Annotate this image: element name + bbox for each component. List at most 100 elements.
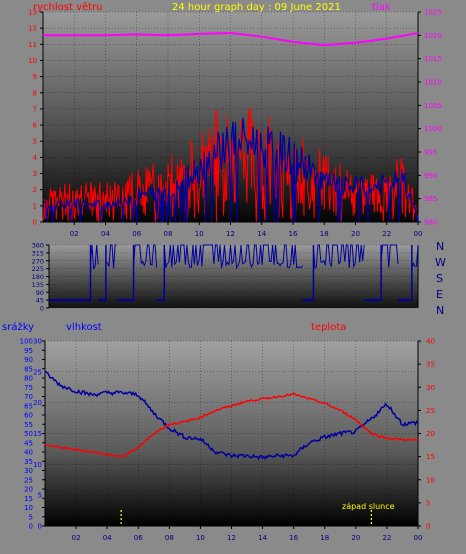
temperature-line (44, 392, 419, 458)
rain-y-tick-label: 35 (24, 458, 33, 466)
humidity-x-tick-label: 06 (134, 534, 143, 542)
wind-y-tick-label: 2 (33, 186, 37, 194)
humidity-y-tick-label: 10 (33, 461, 42, 469)
direction-y-tick-label: 270 (32, 257, 44, 265)
wind-x-tick-label: 12 (226, 230, 235, 238)
direction-line-segment (105, 244, 117, 269)
temperature-y-tick-label: 0 (426, 523, 430, 531)
rain-y-tick-label: 85 (24, 365, 33, 373)
pressure-line (43, 31, 419, 47)
rain-label: srážky (2, 321, 34, 333)
wind-x-tick-label: 02 (70, 230, 79, 238)
rain-y-tick-label: 70 (24, 393, 33, 401)
wind-y-tick-label: 4 (33, 154, 38, 162)
wind-y-tick-label: 10 (28, 57, 37, 65)
direction-letter-n-bottom: N (436, 304, 444, 317)
rain-y-tick-label: 10 (24, 504, 33, 512)
direction-line-segment (133, 244, 158, 268)
direction-letter-w: W (435, 256, 446, 269)
rain-y-tick-label: 5 (29, 513, 33, 521)
pressure-label: tlak (372, 2, 391, 13)
rain-y-tick-label: 30 (24, 467, 33, 475)
rain-y-tick-label: 50 (24, 430, 33, 438)
direction-letter-s: S (436, 272, 443, 285)
pressure-y-tick-label: 1000 (424, 125, 442, 133)
temperature-y-tick-label: 25 (426, 407, 435, 415)
wind-x-tick-label: 04 (101, 230, 110, 238)
rain-y-tick-label: 75 (24, 384, 33, 392)
pressure-y-tick-label: 985 (424, 195, 437, 203)
temperature-y-tick-label: 15 (426, 453, 435, 461)
humidity-x-tick-label: 10 (196, 534, 205, 542)
humidity-x-tick-label: 18 (320, 534, 329, 542)
rain-y-tick-label: 65 (24, 402, 33, 410)
wind-y-tick-label: 6 (33, 122, 38, 130)
humidity-y-tick-label: 5 (38, 492, 42, 500)
temperature-y-tick-label: 10 (426, 476, 435, 484)
humidity-x-tick-label: 08 (165, 534, 174, 542)
wind-average-line (42, 117, 419, 223)
wind-y-tick-label: 8 (33, 89, 37, 97)
wind-y-tick-label: 3 (33, 170, 37, 178)
humidity-y-tick-label: 20 (33, 399, 42, 407)
temperature-y-tick-label: 20 (426, 430, 435, 438)
rain-y-tick-label: 90 (24, 356, 33, 364)
pressure-y-tick-label: 1015 (424, 55, 442, 63)
humidity-x-tick-label: 14 (258, 534, 267, 542)
humidity-y-tick-label: 0 (38, 523, 42, 531)
direction-letter-n-top: N (436, 240, 444, 253)
direction-y-tick-label: 315 (32, 249, 44, 257)
wind-x-tick-label: 10 (195, 230, 204, 238)
direction-y-tick-label: 180 (32, 273, 44, 281)
wind-x-tick-label: 08 (164, 230, 173, 238)
wind-x-tick-label: 06 (132, 230, 141, 238)
wind-x-tick-label: 20 (351, 230, 360, 238)
sunset-label: západ slunce (342, 502, 395, 511)
wind-y-tick-label: 5 (33, 138, 37, 146)
direction-y-tick-label: 0 (40, 305, 44, 313)
direction-letter-e: E (436, 288, 443, 301)
humidity-x-tick-label: 04 (103, 534, 112, 542)
humidity-x-tick-label: 16 (289, 534, 298, 542)
wind-y-tick-label: 12 (28, 25, 37, 33)
rain-y-tick-label: 25 (24, 476, 33, 484)
pressure-y-tick-label: 1025 (424, 9, 442, 17)
direction-y-tick-label: 135 (32, 281, 44, 289)
direction-line-segment (90, 244, 99, 271)
wind-x-tick-label: 18 (320, 230, 329, 238)
temperature-y-tick-label: 40 (426, 338, 435, 346)
wind-gust-line (42, 107, 419, 222)
rain-y-tick-label: 40 (24, 449, 33, 457)
direction-y-tick-label: 90 (36, 289, 44, 297)
wind-x-tick-label: 16 (289, 230, 298, 238)
wind-y-tick-label: 0 (33, 219, 37, 227)
humidity-label: vlhkost (66, 322, 102, 333)
wind-x-tick-label: 22 (382, 230, 391, 238)
rain-y-tick-label: 95 (24, 347, 33, 355)
temperature-y-tick-label: 30 (426, 384, 435, 392)
humidity-temperature-chart: 0510152025303540455055606570758085909510… (20, 338, 435, 543)
rain-y-tick-label: 20 (24, 486, 33, 494)
wind-x-tick-label: 00 (414, 230, 423, 238)
humidity-x-tick-label: 22 (382, 534, 391, 542)
rain-y-tick-label: 100 (20, 338, 33, 346)
pressure-y-tick-label: 980 (424, 219, 437, 227)
pressure-y-tick-label: 995 (424, 149, 437, 157)
humidity-y-tick-label: 30 (33, 338, 42, 346)
direction-line-segment (312, 244, 365, 269)
pressure-y-tick-label: 1010 (424, 79, 442, 87)
temperature-y-tick-label: 35 (426, 361, 435, 369)
rain-y-tick-label: 0 (29, 523, 33, 531)
temperature-label: teplota (311, 322, 346, 333)
pressure-y-tick-label: 1005 (424, 102, 442, 110)
wind-speed-label: rychlost větru (33, 1, 103, 13)
humidity-y-tick-label: 15 (33, 430, 42, 438)
wind-y-tick-label: 13 (28, 9, 37, 17)
wind-y-tick-label: 7 (33, 105, 37, 113)
direction-line-segment (380, 244, 399, 268)
rain-y-tick-label: 80 (24, 375, 33, 383)
direction-line-segment (163, 244, 304, 270)
humidity-x-tick-label: 00 (414, 534, 423, 542)
